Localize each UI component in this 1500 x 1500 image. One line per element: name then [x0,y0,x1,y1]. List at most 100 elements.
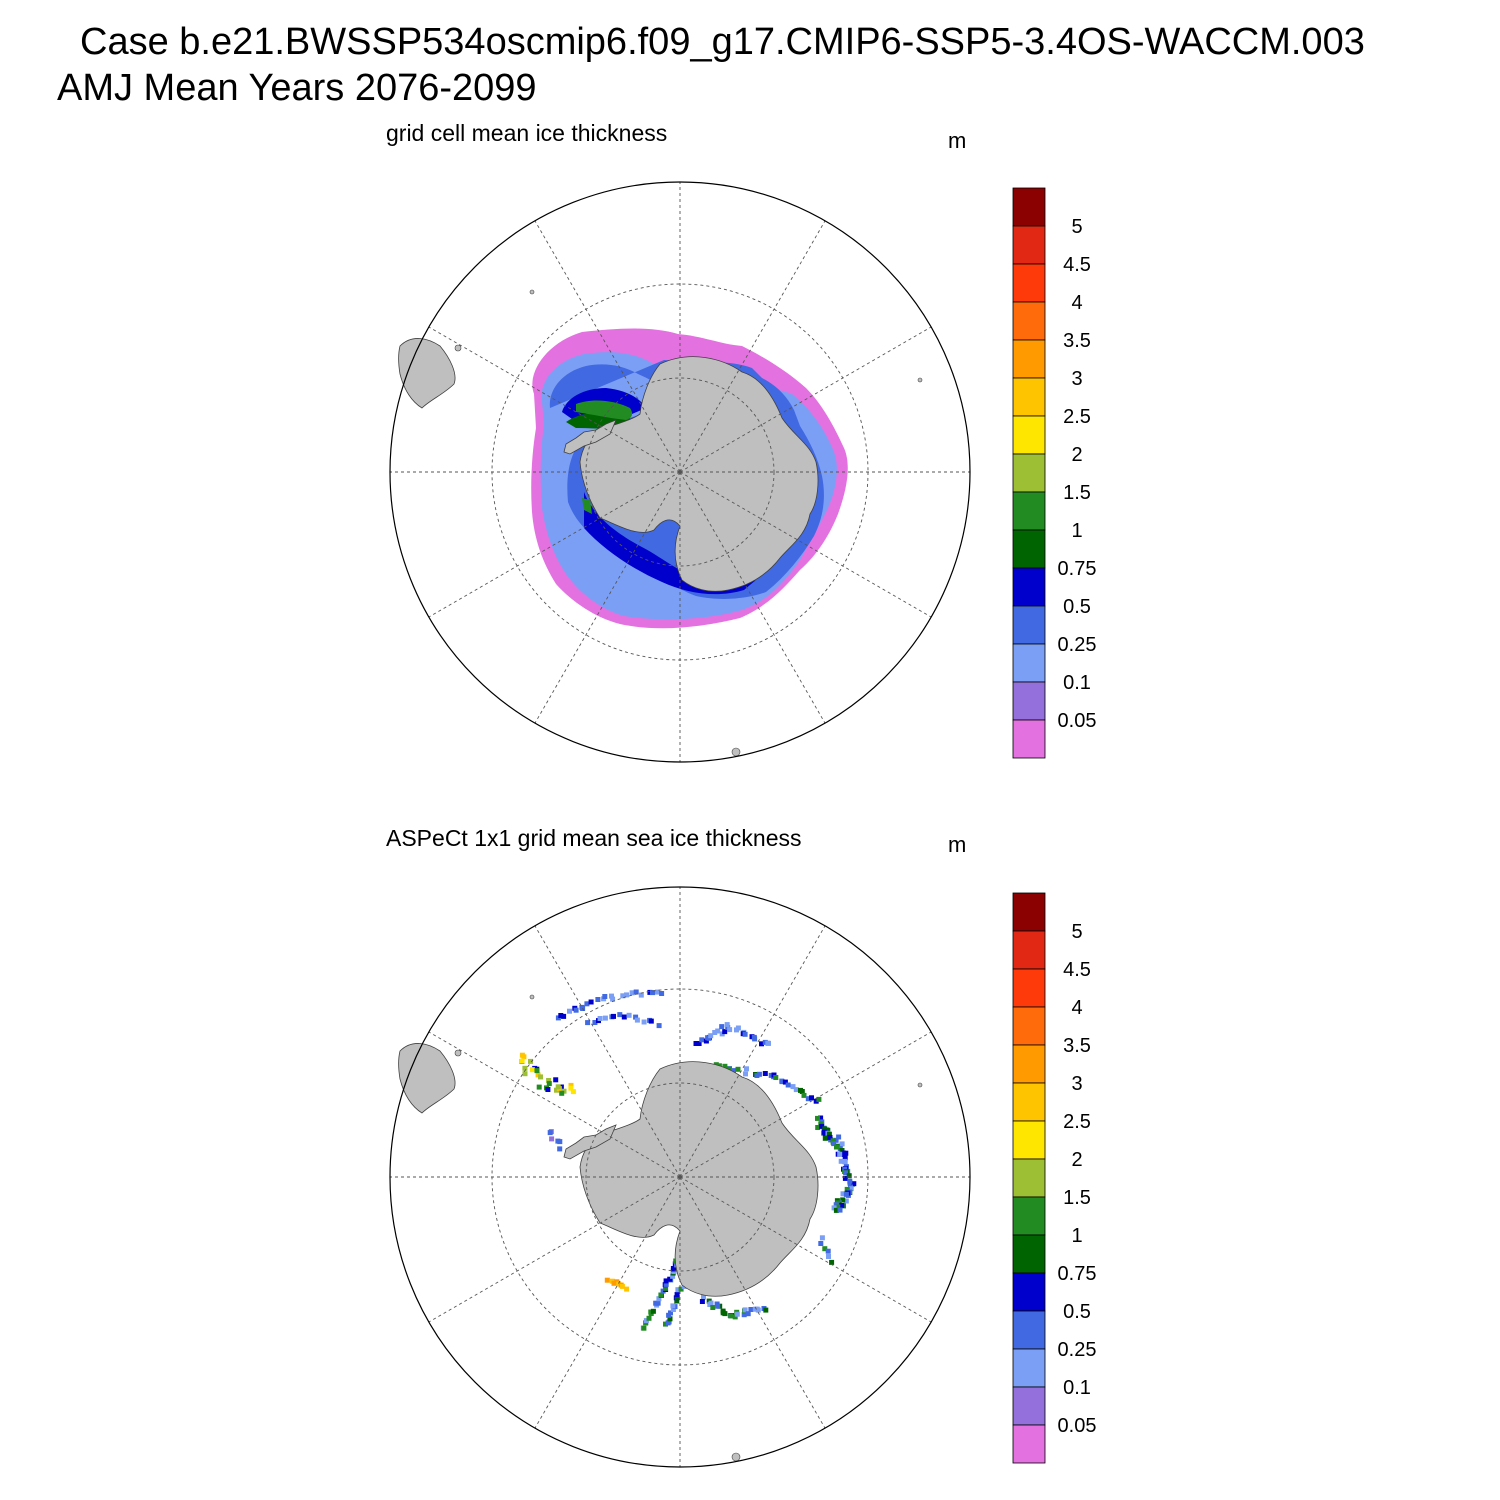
colorbar-tick-label: 0.75 [1058,558,1097,580]
colorbar-tick-label: 0.1 [1063,672,1091,694]
ice-track-cell [782,1079,788,1085]
case-title: Case b.e21.BWSSP534oscmip6.f09_g17.CMIP6… [80,21,1365,63]
ice-track-cell [847,1178,853,1184]
ice-track-cell [822,1131,828,1137]
ice-track-cell [648,1018,654,1024]
ice-track-cell [744,1066,749,1072]
colorbar-tick-label: 0.05 [1058,710,1097,732]
ice-track-cell [529,1067,535,1073]
colorbar-swatch [1012,1120,1046,1160]
panel-1-island [917,377,923,383]
ice-track-cell [837,1207,843,1213]
panel-1-island [529,289,535,295]
panel-1-graticule [390,182,970,762]
panel-2-island [731,1452,741,1462]
panel-2-land [398,994,923,1462]
colorbar-tick-label: 1 [1071,1225,1082,1247]
ice-track-cell [650,990,655,996]
ice-track-cell [815,1125,821,1130]
ice-track-cell [675,1287,681,1293]
ice-track-cell [656,1296,662,1302]
ice-track-cell [549,1136,555,1142]
ice-track-cell [825,1127,831,1133]
ice-track-cell [818,1241,824,1246]
ice-track-cell [825,1248,831,1254]
ice-track-cell [851,1181,857,1187]
ice-track-cell [650,1308,656,1314]
ice-track-cell [595,997,601,1002]
ice-track-cell [834,1144,839,1150]
ice-track-cell [519,1058,525,1064]
ice-track-cell [735,1066,741,1072]
ice-track-cell [826,1254,831,1259]
panel-1-polar-map [389,181,971,763]
panel-2-island [529,994,535,1000]
colorbar-swatch [1012,187,1046,227]
ice-track-cell [674,1298,680,1304]
panel-1-meridian-line [534,220,681,473]
ice-track-cell [653,1300,659,1306]
ice-track-cell [558,1013,564,1018]
ice-track-cell [818,1115,824,1121]
colorbar-tick-label: 5 [1071,216,1082,238]
ice-track-cell [619,1283,625,1289]
ice-track-cell [671,1269,677,1275]
ice-track-cell [745,1311,751,1317]
panel-2-south-america-landmass [398,1043,456,1114]
ice-track-cell [617,1012,623,1018]
panel-2-polar-map [389,886,971,1468]
ice-track-cell [734,1311,740,1317]
panel-1-meridian-line [679,471,826,724]
colorbar-swatch [1012,1158,1046,1198]
colorbar-tick-label: 2 [1071,1149,1082,1171]
panel-2-meridian-line [679,925,826,1178]
ice-track-cell [528,1058,533,1064]
ice-track-cell [592,1020,598,1025]
ice-track-cell [585,1020,591,1026]
ice-track-cell [722,1311,728,1317]
ice-track-cell [813,1098,819,1104]
ice-track-cell [833,1207,839,1213]
ice-track-cell [610,996,616,1002]
ice-track-cell [728,1313,734,1319]
colorbar-swatch [1012,892,1046,932]
ice-track-cell [822,1126,828,1132]
panel-1-colorbar: 5 4.5 4 3.5 3 2.5 2 1.5 1 0.75 0.5 0.25 0.1 0.05 [1012,187,1097,759]
ice-track-cell [534,1068,540,1074]
colorbar-swatch [1012,225,1046,265]
ice-track-cell [522,1065,528,1071]
ice-track-cell [741,1312,747,1318]
ice-track-cell [815,1115,820,1121]
ice-track-cell [602,994,608,999]
ice-track-cell [833,1137,839,1143]
ice-track-cell [842,1155,848,1161]
colorbar-swatch [1012,968,1046,1008]
panel-1-antarctic-peninsula [563,419,617,455]
colorbar-tick-label: 2 [1071,444,1082,466]
ice-track-cell [843,1191,849,1197]
ice-band-dblue [562,388,756,595]
ice-track-cell [742,1307,748,1313]
colorbar-swatch [1012,1424,1046,1464]
ice-track-cell [839,1141,845,1147]
ice-track-cell [840,1191,846,1197]
panel-2-units: m [948,832,967,857]
ice-track-cell [801,1092,807,1098]
colorbar-tick-label: 5 [1071,921,1082,943]
panel-1-island [731,747,741,757]
colorbar-swatch [1012,567,1046,607]
ice-track-cell [827,1134,833,1140]
ice-track-cell [822,1246,828,1252]
panel-2-map-boundary [389,886,971,1468]
ice-track-cell [641,1019,647,1025]
colorbar-tick-label: 0.05 [1058,1415,1097,1437]
ice-track-cell [597,1016,603,1021]
colorbar-tick-label: 4.5 [1063,254,1091,276]
panel-1-units: m [948,128,967,153]
panel-2-ice-tracks [519,989,857,1331]
ice-track-cell [668,1310,673,1316]
ice-track-cell [699,1037,705,1043]
ice-track-cell [536,1084,542,1090]
ice-track-cell [538,1074,543,1080]
ice-track-cell [611,1280,617,1286]
